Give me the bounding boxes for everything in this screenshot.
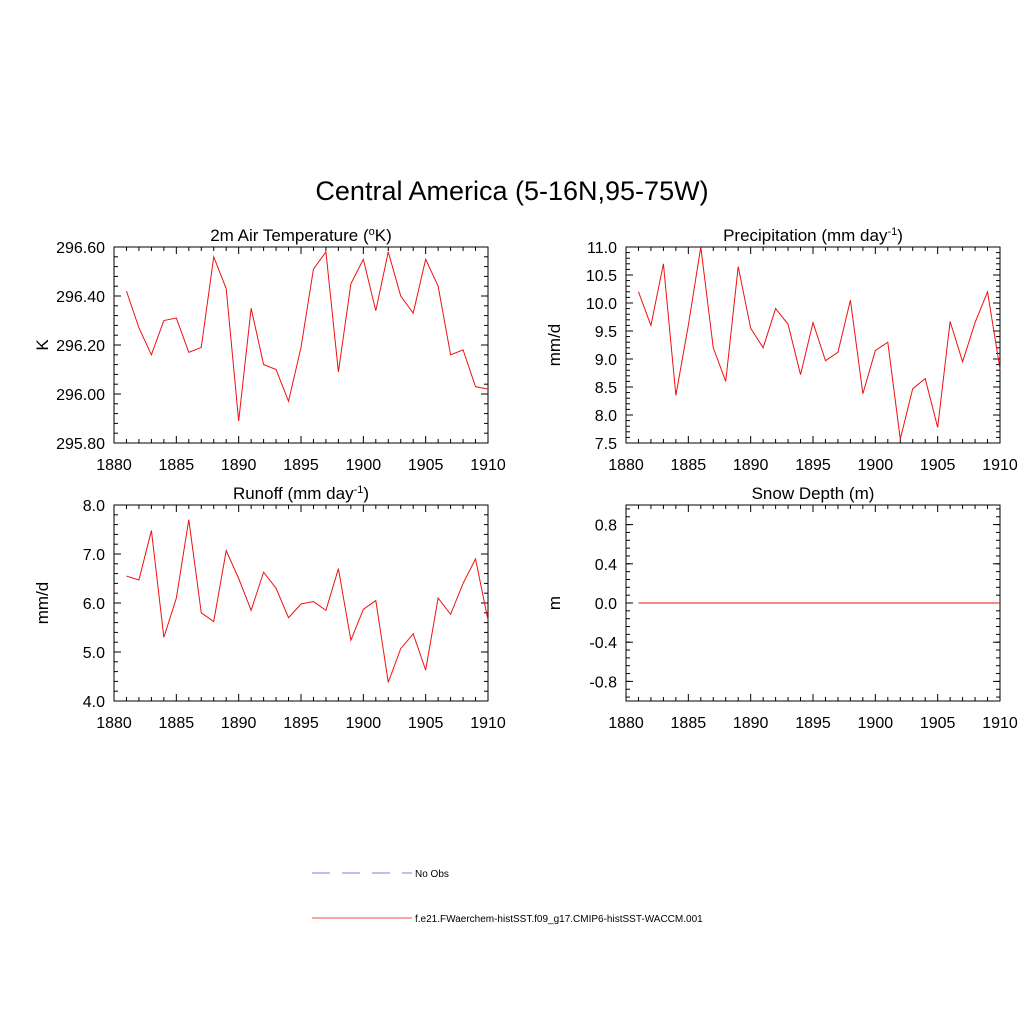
y-tick-label: 11.0 (587, 240, 617, 257)
x-tick-label: 1900 (346, 715, 382, 732)
panel-temperature: 1880 1885 1890 1895 1900 1905 1910 295.80 296.00… (33, 226, 506, 474)
y-tick-label: 296.20 (56, 338, 105, 355)
y-tick-label: 10.0 (586, 296, 617, 313)
y-tick-label: 10.5 (586, 268, 617, 285)
legend: No Obs f.e21.FWaerchem-histSST.f09_g17.C… (312, 869, 703, 925)
y-tick-label: 7.5 (595, 436, 617, 453)
x-tick-label: 1890 (733, 457, 769, 474)
x-tick-label: 1895 (283, 457, 319, 474)
x-tick-label: 1905 (920, 457, 956, 474)
y-tick-label: 7.0 (83, 547, 105, 564)
x-tick-label: 1905 (408, 457, 444, 474)
panels: 1880 1885 1890 1895 1900 1905 1910 295.80 296.00… (33, 226, 1018, 732)
y-tick-label: 0.8 (595, 518, 617, 535)
y-tick-label: 0.4 (595, 557, 617, 574)
x-tick-label: 1905 (920, 715, 956, 732)
legend-label-no-obs: No Obs (415, 869, 449, 880)
legend-label-model: f.e21.FWaerchem-histSST.f09_g17.CMIP6-hi… (415, 914, 703, 925)
y-tick-label: -0.4 (589, 635, 617, 652)
y-tick-label: 296.60 (56, 240, 105, 257)
panel-runoff: 1880 1885 1890 1895 1900 1905 1910 4.0 5.0 6.0 7.0… (33, 484, 506, 732)
x-tick-label: 1910 (982, 457, 1018, 474)
x-tick-label: 1880 (96, 715, 132, 732)
panel-precipitation: 1880 1885 1890 1895 1900 1905 1910 7.5 8.0 8.5 9.0… (545, 226, 1018, 474)
y-axis-label: mm/d (545, 324, 564, 367)
series-line (638, 246, 1001, 440)
x-tick-label: 1890 (221, 457, 257, 474)
panel-snow-depth: 1880 1885 1890 1895 1900 1905 1910 -0.8 -0.4 0.0 0… (545, 484, 1018, 732)
y-tick-label: 6.0 (83, 596, 105, 613)
x-tick-label: 1895 (795, 715, 831, 732)
panel-title: Runoff (mm day-1) (233, 484, 369, 503)
y-tick-label: 0.0 (595, 596, 617, 613)
y-tick-label: 296.40 (56, 289, 105, 306)
x-tick-label: 1895 (283, 715, 319, 732)
y-tick-label: 296.00 (56, 387, 105, 404)
x-tick-label: 1880 (608, 715, 644, 732)
y-tick-label: 295.80 (56, 436, 105, 453)
plot-frame (113, 504, 489, 702)
y-tick-label: 9.0 (595, 352, 617, 369)
x-tick-label: 1885 (671, 457, 707, 474)
x-tick-label: 1890 (221, 715, 257, 732)
x-tick-label: 1885 (671, 715, 707, 732)
x-tick-label: 1905 (408, 715, 444, 732)
panel-title: 2m Air Temperature (oK) (210, 226, 392, 245)
x-tick-label: 1910 (470, 715, 506, 732)
y-axis-label: mm/d (33, 582, 52, 625)
plot-frame (625, 246, 1001, 444)
y-tick-label: 5.0 (83, 645, 105, 662)
series-line (125, 250, 489, 422)
panel-title: Snow Depth (m) (752, 484, 875, 503)
x-tick-label: 1885 (159, 457, 195, 474)
y-tick-label: 9.5 (595, 324, 617, 341)
y-tick-label: 4.0 (83, 694, 105, 711)
x-tick-label: 1900 (346, 457, 382, 474)
x-tick-label: 1900 (858, 715, 894, 732)
x-tick-label: 1910 (470, 457, 506, 474)
y-tick-label: 8.0 (83, 498, 105, 515)
y-tick-label: -0.8 (589, 674, 617, 691)
x-tick-label: 1900 (858, 457, 894, 474)
series-line (126, 519, 489, 683)
y-axis-label: K (33, 339, 52, 351)
figure-title: Central America (5-16N,95-75W) (315, 176, 708, 206)
x-tick-label: 1895 (795, 457, 831, 474)
x-tick-label: 1880 (96, 457, 132, 474)
x-tick-label: 1910 (982, 715, 1018, 732)
y-axis-label: m (545, 596, 564, 610)
panel-title: Precipitation (mm day-1) (723, 226, 903, 245)
x-tick-label: 1880 (608, 457, 644, 474)
x-tick-label: 1890 (733, 715, 769, 732)
y-tick-label: 8.5 (595, 380, 617, 397)
y-tick-label: 8.0 (595, 408, 617, 425)
x-tick-label: 1885 (159, 715, 195, 732)
